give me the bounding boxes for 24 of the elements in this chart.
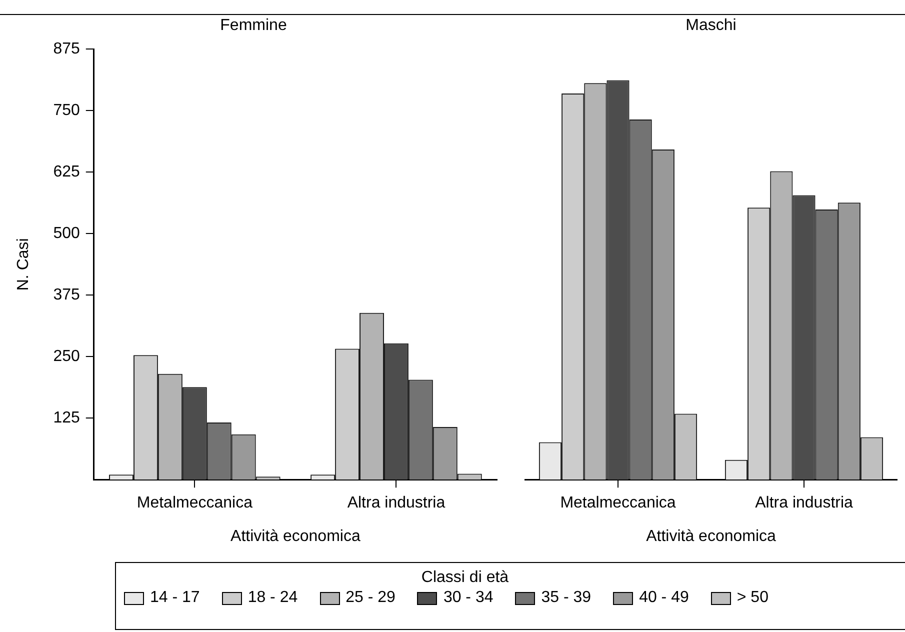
y-tick-label: 750 xyxy=(53,102,80,120)
chart-title: Femmine xyxy=(220,17,287,34)
legend-title: Classi di età xyxy=(420,569,510,587)
legend-label: 14 - 17 xyxy=(150,589,200,607)
x-tick-label: Metalmeccanica xyxy=(560,494,676,512)
legend-label: 35 - 39 xyxy=(541,589,592,607)
y-axis-title: N. Casi xyxy=(15,238,32,291)
y-tick-label: 375 xyxy=(53,286,80,304)
x-axis-title: Attività economica xyxy=(230,528,360,545)
y-tick-label: 500 xyxy=(53,225,80,242)
x-tick-label: Altra industria xyxy=(755,494,854,512)
legend-label: 30 - 34 xyxy=(443,589,494,607)
legend-label: 18 - 24 xyxy=(248,589,298,607)
x-axis-title: Attività economica xyxy=(646,528,776,545)
y-tick-label: 250 xyxy=(53,348,80,366)
x-tick-label: Altra industria xyxy=(347,494,446,512)
x-tick-label: Metalmeccanica xyxy=(136,494,253,512)
y-tick-label: 125 xyxy=(53,410,80,427)
chart-title: Maschi xyxy=(686,17,736,34)
legend-label: 25 - 29 xyxy=(346,589,396,607)
legend-label: 40 - 49 xyxy=(639,589,689,607)
legend-label: > 50 xyxy=(736,589,768,607)
y-tick-label: 625 xyxy=(53,164,80,181)
y-tick-label: 875 xyxy=(53,40,80,58)
